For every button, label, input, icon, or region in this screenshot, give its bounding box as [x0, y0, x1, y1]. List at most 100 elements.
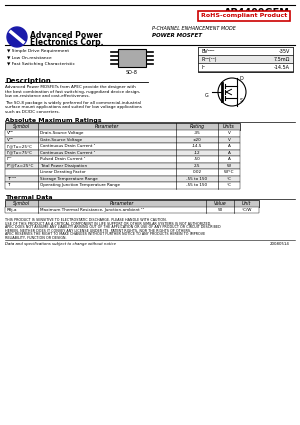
Text: Pulsed Drain Current ¹: Pulsed Drain Current ¹ [40, 157, 86, 161]
Text: THIS PRODUCT IS SENSITIVE TO ELECTROSTATIC DISCHARGE. PLEASE HANDLE WITH CAUTION: THIS PRODUCT IS SENSITIVE TO ELECTROSTAT… [5, 218, 167, 222]
Bar [5, 199, 259, 207]
Text: Advanced Power MOSFETs from APEC provide the designer with: Advanced Power MOSFETs from APEC provide… [5, 85, 136, 89]
Text: -55 to 150: -55 to 150 [186, 176, 208, 181]
Text: ±20: ±20 [193, 138, 201, 142]
Text: POWER MOSFET: POWER MOSFET [152, 33, 202, 38]
Text: SO-8: SO-8 [126, 70, 138, 75]
Text: ▼ Simple Drive Requirement: ▼ Simple Drive Requirement [7, 49, 69, 53]
FancyBboxPatch shape [198, 11, 290, 21]
Text: Rθj-a: Rθj-a [7, 207, 17, 212]
Bar [198, 47, 293, 55]
Text: Operating Junction Temperature Range: Operating Junction Temperature Range [40, 183, 120, 187]
Text: Description: Description [5, 78, 51, 84]
Text: -12: -12 [194, 150, 200, 155]
Text: Storage Temperature Range: Storage Temperature Range [40, 176, 98, 181]
Text: Continuous Drain Current ¹: Continuous Drain Current ¹ [40, 150, 95, 155]
Text: such as DC/DC converters.: such as DC/DC converters. [5, 110, 60, 113]
Text: The SO-8 package is widely preferred for all commercial-industrial: The SO-8 package is widely preferred for… [5, 100, 141, 105]
Circle shape [7, 27, 27, 47]
Bar [5, 150, 240, 156]
Text: Units: Units [223, 124, 235, 129]
Bar [5, 182, 240, 189]
Text: Maximum Thermal Resistance, Junction-ambient ¹¹: Maximum Thermal Resistance, Junction-amb… [40, 207, 144, 212]
Text: Rating: Rating [190, 124, 205, 129]
Text: Linear Derating Factor: Linear Derating Factor [40, 170, 86, 174]
Text: APEC RESERVES THE RIGHT TO MAKE CHANGES WITHOUT FURTHER NOTICE TO ANY PRODUCTS H: APEC RESERVES THE RIGHT TO MAKE CHANGES … [5, 232, 205, 236]
Text: Thermal Data: Thermal Data [5, 195, 52, 199]
Bar [5, 176, 240, 182]
Bar [198, 63, 293, 71]
Text: RELIABILITY, FUNCTION OR DESIGN.: RELIABILITY, FUNCTION OR DESIGN. [5, 235, 67, 240]
Bar [5, 130, 240, 136]
Text: Iᴰ@Tᴀ=75°C: Iᴰ@Tᴀ=75°C [7, 150, 33, 155]
Text: °C: °C [226, 183, 232, 187]
Text: RoHS-compliant Product: RoHS-compliant Product [201, 12, 287, 17]
Text: W: W [227, 164, 231, 167]
Bar [5, 207, 259, 213]
Text: Continuous Drain Current ¹: Continuous Drain Current ¹ [40, 144, 95, 148]
Text: Drain-Source Voltage: Drain-Source Voltage [40, 131, 83, 135]
Text: Tᴶ: Tᴶ [7, 183, 10, 187]
Text: BVᴰᴰᴰ: BVᴰᴰᴰ [201, 48, 214, 54]
Text: Symbol: Symbol [13, 201, 30, 206]
Text: Unit: Unit [242, 201, 251, 206]
Bar [5, 136, 240, 143]
Bar [5, 156, 240, 162]
Text: P-CHANNEL ENHANCEMENT MODE: P-CHANNEL ENHANCEMENT MODE [152, 26, 236, 31]
Bar [198, 47, 293, 72]
Text: 50: 50 [218, 207, 223, 212]
Text: Absolute Maximum Ratings: Absolute Maximum Ratings [5, 118, 101, 123]
Text: 7.5mΩ: 7.5mΩ [274, 57, 290, 62]
Text: °C/W: °C/W [241, 207, 252, 212]
Text: Iᴰᴹ: Iᴰᴹ [7, 157, 12, 161]
Text: -35: -35 [194, 131, 200, 135]
Text: -50: -50 [194, 157, 200, 161]
Text: surface mount applications and suited for low voltage applications: surface mount applications and suited fo… [5, 105, 142, 109]
Text: °C: °C [226, 176, 232, 181]
Text: 2.5: 2.5 [194, 164, 200, 167]
Text: A: A [228, 144, 230, 148]
Text: Pᴰ@Tᴀ=25°C: Pᴰ@Tᴀ=25°C [7, 164, 34, 167]
Text: A: A [228, 150, 230, 155]
Text: V: V [228, 138, 230, 142]
Bar [5, 143, 240, 150]
Text: Iᴰ: Iᴰ [201, 65, 205, 70]
Text: W/°C: W/°C [224, 170, 234, 174]
Text: -14.5A: -14.5A [274, 65, 290, 70]
Text: -35V: -35V [279, 48, 290, 54]
Text: A: A [228, 157, 230, 161]
Text: 20080514: 20080514 [270, 242, 290, 246]
Text: APEC DOES NOT ASSUME ANY LIABILITY ARISING OUT OF THE APPLICATION OR USE OF ANY : APEC DOES NOT ASSUME ANY LIABILITY ARISI… [5, 225, 220, 229]
Text: 0.02: 0.02 [192, 170, 202, 174]
Text: -14.5: -14.5 [192, 144, 202, 148]
Bar [5, 123, 240, 130]
Text: USE OF THIS PRODUCT AS A CRITICAL COMPONENT IN LIFE SUPPORT OR OTHER SIMILAR SYS: USE OF THIS PRODUCT AS A CRITICAL COMPON… [5, 221, 211, 226]
Text: Parameter: Parameter [95, 124, 119, 129]
Text: V: V [228, 131, 230, 135]
Text: Symbol: Symbol [13, 124, 30, 129]
Text: Advanced Power: Advanced Power [30, 31, 102, 40]
Text: Electronics Corp.: Electronics Corp. [30, 38, 103, 47]
Text: low on-resistance and cost-effectiveness.: low on-resistance and cost-effectiveness… [5, 94, 90, 98]
Bar [5, 169, 240, 176]
Text: Value: Value [214, 201, 226, 206]
Text: HEREIN. NEITHER DOES IT CONVEY ANY LICENSE UNDER ITS  PATENT RIGHTS, NOR THE RIG: HEREIN. NEITHER DOES IT CONVEY ANY LICEN… [5, 229, 191, 232]
Text: Parameter: Parameter [110, 201, 134, 206]
Text: Vᴰᴰ: Vᴰᴰ [7, 131, 14, 135]
Text: Gate-Source Voltage: Gate-Source Voltage [40, 138, 82, 142]
Text: Vᴳᴰ: Vᴳᴰ [7, 138, 14, 142]
Text: D: D [240, 76, 244, 81]
Bar [198, 55, 293, 63]
Bar [5, 162, 240, 169]
Bar [118, 49, 146, 67]
Text: Data and specifications subject to change without notice: Data and specifications subject to chang… [5, 242, 116, 246]
Text: ▼ Fast Switching Characteristic: ▼ Fast Switching Characteristic [7, 62, 75, 66]
Text: Total Power Dissipation: Total Power Dissipation [40, 164, 87, 167]
Text: Rᴰᴰ(ᵒⁿ): Rᴰᴰ(ᵒⁿ) [201, 57, 217, 62]
Text: Iᴰ@Tᴀ=25°C: Iᴰ@Tᴀ=25°C [7, 144, 33, 148]
Text: S: S [240, 98, 243, 103]
Text: Tᴰᵂᴳ: Tᴰᵂᴳ [7, 176, 16, 181]
Text: the best combination of fast switching, ruggedized device design,: the best combination of fast switching, … [5, 90, 140, 94]
Text: -55 to 150: -55 to 150 [186, 183, 208, 187]
Text: AP4409GEM: AP4409GEM [224, 8, 290, 18]
